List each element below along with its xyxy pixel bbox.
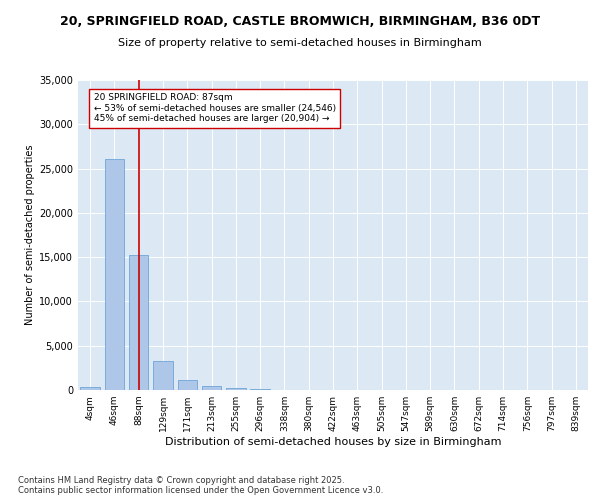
Text: Contains HM Land Registry data © Crown copyright and database right 2025.
Contai: Contains HM Land Registry data © Crown c… bbox=[18, 476, 383, 495]
Text: 20 SPRINGFIELD ROAD: 87sqm
← 53% of semi-detached houses are smaller (24,546)
45: 20 SPRINGFIELD ROAD: 87sqm ← 53% of semi… bbox=[94, 94, 336, 123]
Y-axis label: Number of semi-detached properties: Number of semi-detached properties bbox=[25, 145, 35, 325]
Bar bbox=[250, 389, 270, 390]
Bar bbox=[178, 380, 197, 390]
Bar bbox=[129, 256, 148, 390]
Bar bbox=[80, 386, 100, 390]
X-axis label: Distribution of semi-detached houses by size in Birmingham: Distribution of semi-detached houses by … bbox=[165, 437, 501, 447]
Bar bbox=[226, 388, 245, 390]
Text: 20, SPRINGFIELD ROAD, CASTLE BROMWICH, BIRMINGHAM, B36 0DT: 20, SPRINGFIELD ROAD, CASTLE BROMWICH, B… bbox=[60, 15, 540, 28]
Bar bbox=[105, 159, 124, 390]
Text: Size of property relative to semi-detached houses in Birmingham: Size of property relative to semi-detach… bbox=[118, 38, 482, 48]
Bar bbox=[153, 361, 173, 390]
Bar bbox=[202, 386, 221, 390]
